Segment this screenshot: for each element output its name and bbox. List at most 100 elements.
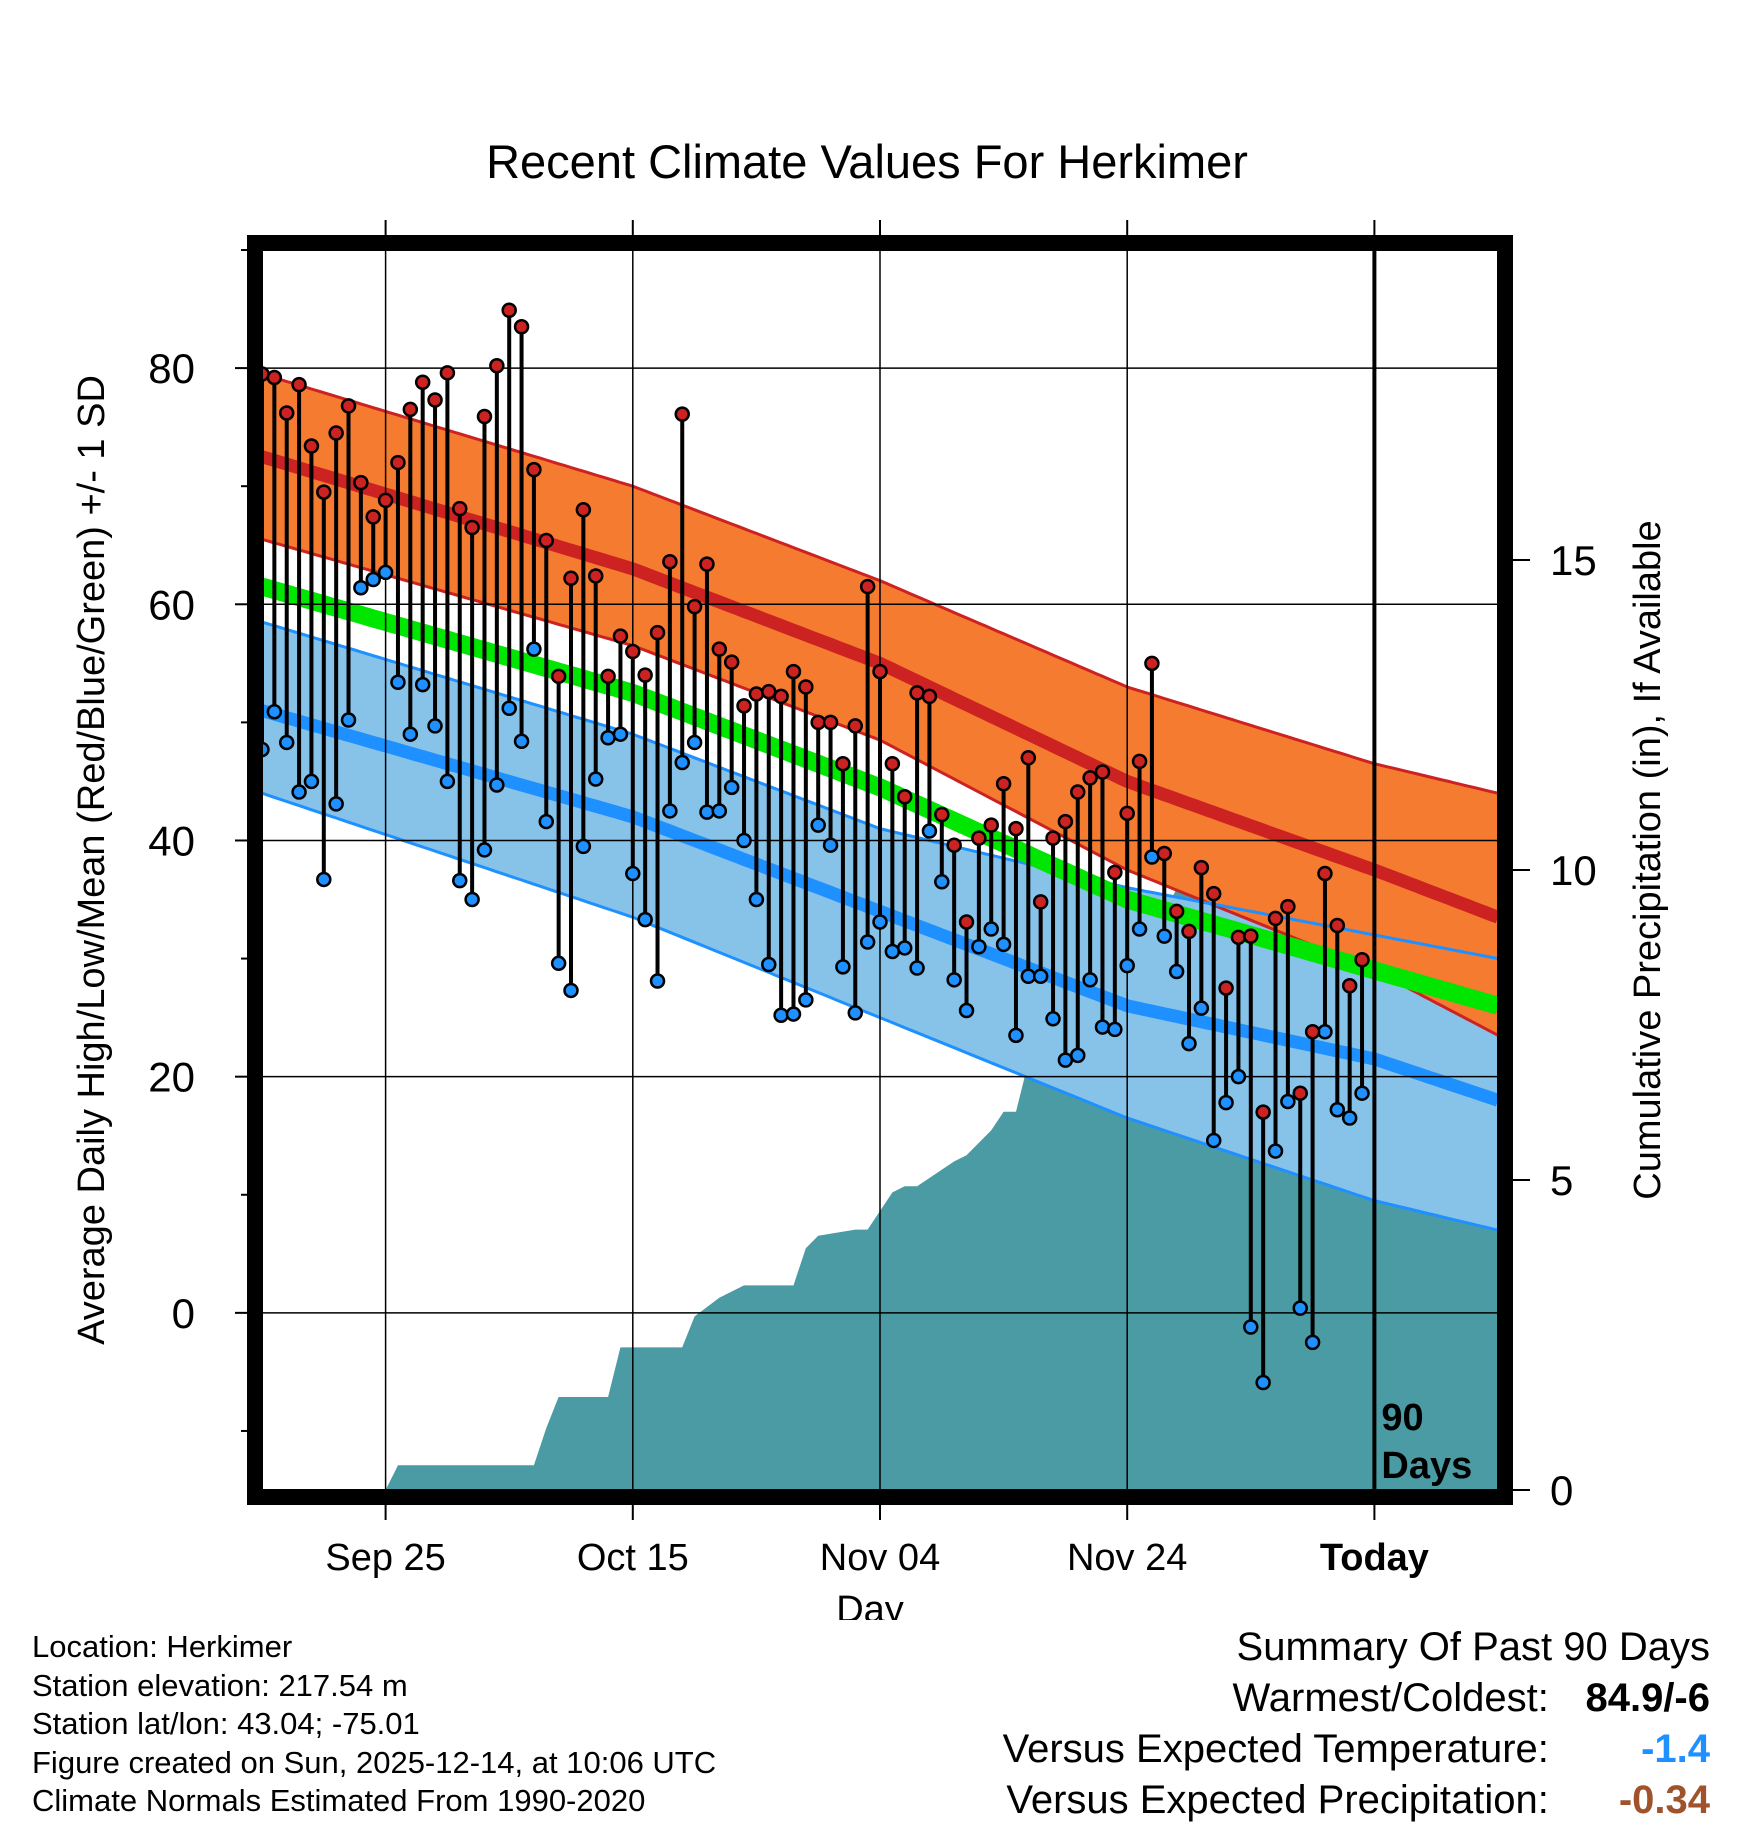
high-point (958, 914, 975, 930)
high-point (1107, 864, 1123, 881)
created-text: Figure created on Sun, 2025-12-14, at 10… (32, 1744, 717, 1780)
high-point (291, 376, 307, 393)
low-point (377, 564, 394, 581)
high-point (662, 554, 678, 570)
low-point (464, 891, 480, 908)
summary-panel: Summary Of Past 90 Days Warmest/Coldest:… (1003, 1622, 1710, 1826)
high-point (859, 578, 876, 595)
low-point (1243, 1319, 1259, 1335)
high-point (1070, 784, 1086, 800)
high-point (575, 502, 592, 518)
high-point (1341, 977, 1358, 994)
low-point (365, 571, 381, 588)
high-point (637, 667, 653, 683)
low-point (1119, 957, 1135, 974)
low-point (476, 842, 493, 858)
high-point (1193, 859, 1210, 876)
y-tick-label: 80 (148, 345, 195, 392)
high-point (921, 688, 938, 705)
high-point (278, 405, 295, 421)
low-point (995, 936, 1012, 953)
high-point (995, 776, 1012, 792)
high-point (736, 698, 752, 714)
high-point (464, 519, 480, 536)
low-point (402, 726, 419, 742)
y-tick-label: 20 (148, 1054, 195, 1101)
low-point (1070, 1047, 1086, 1064)
low-point (452, 872, 468, 889)
low-point (1267, 1143, 1284, 1159)
low-point (1193, 1000, 1210, 1016)
low-point (1107, 1021, 1123, 1038)
high-point (1255, 1104, 1271, 1120)
warmest-value: 84.9/-6 (1585, 1676, 1710, 1720)
low-point (538, 813, 555, 830)
high-point (612, 628, 629, 644)
high-point (1168, 903, 1185, 920)
high-point (1280, 898, 1296, 915)
low-point (1032, 968, 1049, 985)
high-point (773, 688, 789, 705)
low-point (699, 804, 715, 820)
high-point (266, 369, 283, 386)
low-point (761, 956, 777, 973)
high-point (316, 484, 332, 500)
high-point (328, 425, 344, 441)
low-point (316, 871, 332, 888)
low-point (1304, 1334, 1321, 1351)
high-point (365, 509, 381, 525)
high-point (390, 454, 406, 471)
low-point (328, 796, 344, 812)
high-point (1292, 1085, 1308, 1101)
high-point (649, 624, 666, 641)
low-point (971, 939, 987, 955)
low-point (686, 734, 703, 751)
high-point (513, 319, 530, 335)
high-point (489, 357, 505, 374)
high-point (340, 398, 357, 414)
low-point (1230, 1068, 1247, 1085)
low-point (946, 972, 962, 988)
high-point (872, 663, 888, 680)
high-point (798, 679, 814, 695)
low-point (1057, 1052, 1074, 1068)
summary-warmest-row: Warmest/Coldest: 84.9/-6 (1003, 1673, 1711, 1724)
low-point (1205, 1132, 1222, 1149)
high-point (699, 556, 715, 572)
low-point (896, 940, 913, 956)
low-point (1144, 849, 1160, 865)
plot-frame (247, 235, 1513, 1505)
high-point (1205, 885, 1222, 902)
low-point (266, 704, 283, 720)
climate-chart: Recent Climate Values For Herkimer 90 Day… (71, 135, 1669, 1620)
low-point (958, 1002, 975, 1019)
high-point (1131, 753, 1148, 770)
high-point (303, 438, 320, 454)
low-point (439, 773, 456, 790)
x-tick-label: Sep 25 (325, 1537, 445, 1579)
high-point (1032, 894, 1049, 910)
low-point (921, 823, 938, 839)
high-point (377, 492, 394, 509)
low-point (353, 580, 369, 596)
low-point (773, 1007, 789, 1024)
high-point (1329, 917, 1346, 934)
low-point (835, 959, 851, 975)
summary-precip-row: Versus Expected Precipitation: -0.34 (1003, 1775, 1710, 1826)
low-point (649, 973, 666, 989)
low-point (303, 773, 320, 790)
high-point (1230, 929, 1247, 946)
low-point (587, 771, 604, 787)
low-point (427, 718, 443, 734)
low-point (550, 955, 567, 972)
low-point (563, 982, 579, 999)
x-tick-label: Nov 24 (1067, 1537, 1187, 1579)
high-point (1181, 923, 1197, 940)
low-point (575, 838, 592, 855)
high-point (674, 406, 690, 422)
plot-area: 90 Days (262, 250, 1498, 1490)
warmest-label: Warmest/Coldest: (1232, 1676, 1549, 1720)
high-point (550, 668, 567, 685)
low-point (340, 712, 357, 728)
summary-temp-row: Versus Expected Temperature: -1.4 (1003, 1724, 1710, 1775)
